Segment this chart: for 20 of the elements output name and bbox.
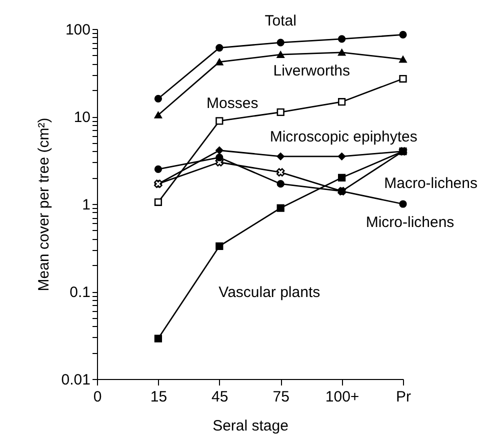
series-label: Micro-lichens: [366, 214, 454, 231]
x-tick-label: 100+: [325, 388, 360, 406]
y-tick-label: 0.01: [61, 372, 90, 388]
series-label: Liverworths: [273, 62, 350, 80]
y-axis-title: Mean cover per tree (cm²): [35, 118, 52, 292]
x-axis-title: Seral stage: [212, 418, 288, 434]
series-label: Vascular plants: [218, 284, 320, 302]
x-tick-label: 0: [93, 388, 102, 406]
y-tick-label: 1: [82, 196, 90, 214]
series-label: Microscopic epiphytes: [270, 128, 418, 146]
x-tick-label: 75: [272, 388, 290, 406]
y-tick-label: 0.1: [70, 284, 90, 301]
x-tick-label: Pr: [396, 388, 412, 406]
y-tick-label: 100: [65, 22, 90, 38]
series-label: Macro-lichens: [384, 175, 478, 192]
x-tick-label: 45: [212, 388, 228, 406]
x-tick-label: 15: [150, 388, 168, 406]
series-label: Total: [264, 12, 296, 30]
y-tick-label: 10: [74, 109, 90, 126]
series-label: Mosses: [206, 94, 258, 112]
